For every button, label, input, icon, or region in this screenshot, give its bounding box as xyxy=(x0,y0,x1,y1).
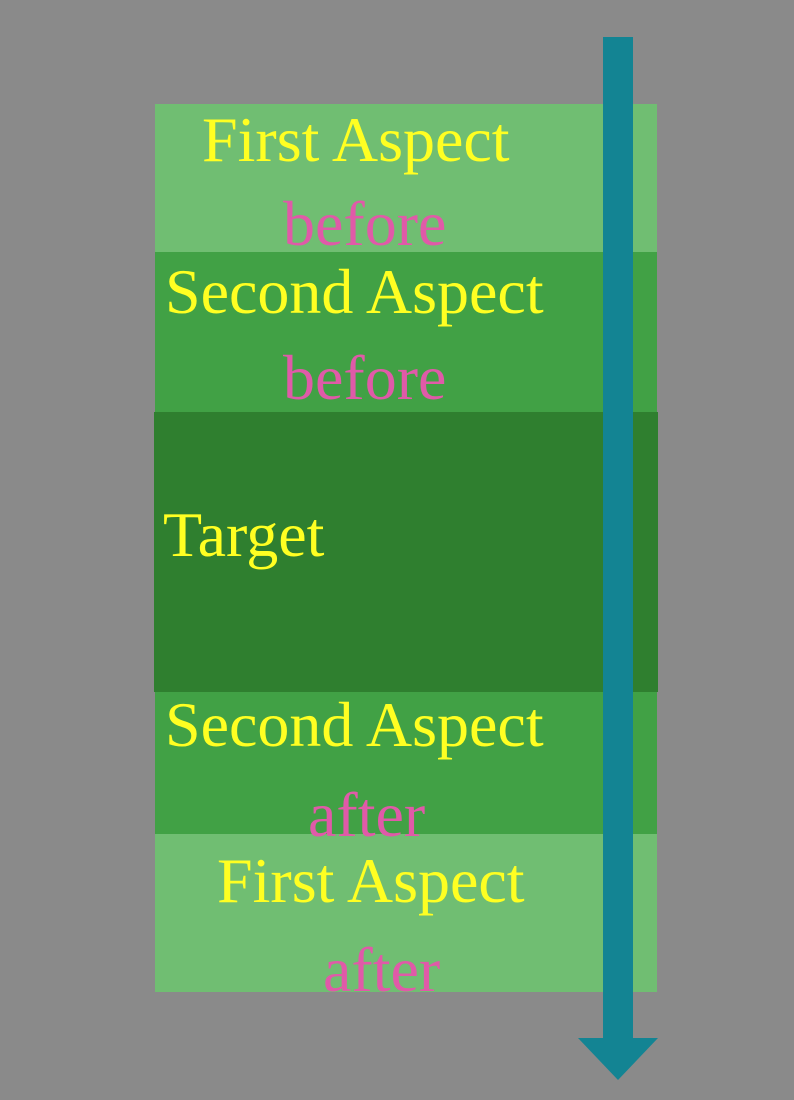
first-aspect-before-title: First Aspect xyxy=(202,104,510,175)
first-aspect-after-title: First Aspect xyxy=(217,845,525,916)
band-first-aspect-before xyxy=(155,104,657,252)
target-title: Target xyxy=(163,499,325,570)
second-aspect-before-label: before xyxy=(283,342,447,413)
band-first-aspect-after xyxy=(155,834,657,992)
band-second-aspect-after xyxy=(155,692,657,834)
band-second-aspect-before xyxy=(155,252,657,412)
arrow-head xyxy=(578,1038,658,1080)
first-aspect-before-label: before xyxy=(283,188,447,259)
band-target xyxy=(154,412,658,692)
second-aspect-after-title: Second Aspect xyxy=(165,689,544,760)
second-aspect-before-title: Second Aspect xyxy=(165,256,544,327)
first-aspect-after-label: after xyxy=(323,934,441,1005)
second-aspect-after-label: after xyxy=(308,779,426,850)
